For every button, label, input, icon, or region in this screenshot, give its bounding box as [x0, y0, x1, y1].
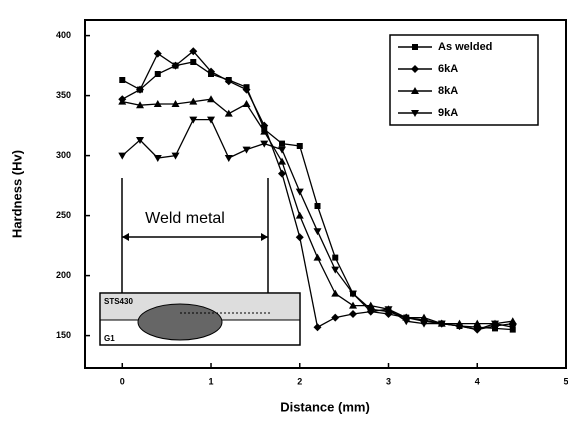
- y-tick-label: 350: [56, 90, 71, 100]
- marker: [189, 116, 198, 124]
- marker: [119, 77, 126, 83]
- marker: [411, 110, 419, 117]
- marker: [331, 289, 340, 297]
- legend-label: 6kA: [438, 63, 458, 75]
- annotation-bracket: [121, 178, 269, 298]
- marker: [508, 324, 517, 332]
- marker: [295, 188, 304, 196]
- legend-label: As welded: [438, 41, 492, 53]
- marker: [207, 67, 216, 76]
- x-tick-label: 1: [209, 376, 214, 386]
- marker: [171, 152, 180, 160]
- x-tick-label: 3: [386, 376, 391, 386]
- marker: [331, 266, 340, 274]
- inset-bottom-label: G1: [104, 334, 115, 343]
- marker: [313, 323, 322, 332]
- marker: [207, 95, 216, 103]
- marker: [260, 127, 269, 135]
- x-tick-label: 4: [475, 376, 480, 386]
- marker: [313, 253, 322, 261]
- marker: [153, 100, 162, 107]
- marker: [296, 143, 303, 149]
- marker: [118, 97, 127, 105]
- x-tick-label: 5: [563, 376, 568, 386]
- marker: [224, 77, 233, 86]
- y-tick-label: 200: [56, 270, 71, 280]
- x-axis-label: Distance (mm): [280, 399, 370, 414]
- y-tick-label: 300: [56, 150, 71, 160]
- marker: [189, 97, 198, 105]
- marker: [190, 59, 197, 65]
- marker: [171, 61, 180, 70]
- marker: [242, 146, 251, 154]
- y-tick-label: 150: [56, 330, 71, 340]
- inset: [99, 292, 301, 346]
- plot-frame: [84, 19, 567, 369]
- marker: [402, 318, 411, 326]
- marker: [136, 137, 145, 144]
- marker: [189, 47, 198, 56]
- marker: [508, 317, 517, 325]
- marker: [331, 313, 340, 322]
- marker: [171, 100, 180, 107]
- marker: [473, 326, 482, 334]
- legend-label: 9kA: [438, 107, 458, 119]
- marker: [260, 140, 269, 148]
- marker: [278, 169, 287, 178]
- marker: [455, 323, 464, 330]
- marker: [332, 254, 339, 261]
- marker: [295, 211, 304, 219]
- marker: [384, 306, 393, 314]
- marker: [349, 301, 358, 309]
- marker: [242, 85, 251, 94]
- marker: [242, 100, 251, 107]
- inset-top-label: STS430: [104, 297, 133, 306]
- marker: [412, 44, 418, 50]
- legend-label: 8kA: [438, 85, 458, 97]
- marker: [154, 71, 161, 77]
- marker: [260, 121, 269, 130]
- marker: [153, 49, 162, 58]
- marker: [420, 313, 429, 321]
- marker: [473, 319, 482, 327]
- marker: [278, 157, 287, 165]
- x-tick-label: 0: [120, 376, 125, 386]
- y-tick-label: 250: [56, 210, 71, 220]
- marker: [153, 155, 162, 162]
- marker: [314, 203, 321, 209]
- marker: [278, 146, 287, 154]
- marker: [411, 87, 419, 94]
- marker: [224, 155, 233, 162]
- marker: [420, 320, 429, 328]
- marker: [224, 109, 233, 117]
- marker: [366, 301, 375, 309]
- marker: [437, 320, 446, 328]
- x-tick-label: 2: [297, 376, 302, 386]
- marker: [118, 152, 127, 160]
- marker: [491, 320, 500, 328]
- marker: [295, 233, 304, 242]
- y-tick-label: 400: [56, 30, 71, 40]
- marker: [366, 308, 375, 316]
- annotation: Weld metal: [145, 210, 225, 227]
- marker: [136, 101, 145, 109]
- marker: [411, 65, 419, 73]
- marker: [313, 228, 322, 236]
- marker: [349, 310, 358, 318]
- y-axis-label: Hardness (Hv): [9, 150, 24, 238]
- marker: [279, 140, 286, 147]
- marker: [136, 85, 145, 94]
- marker: [349, 290, 358, 298]
- marker: [207, 116, 216, 124]
